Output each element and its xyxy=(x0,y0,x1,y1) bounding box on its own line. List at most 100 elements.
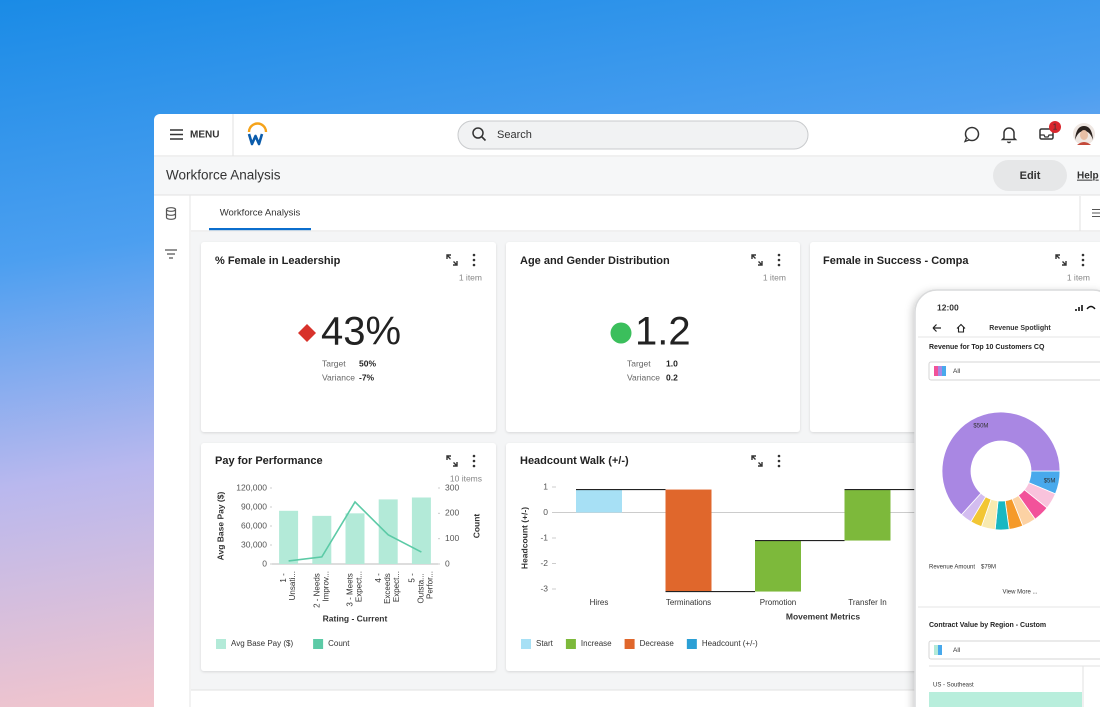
legend-label: Count xyxy=(328,639,350,648)
page-header xyxy=(154,157,1100,195)
legend-label: Increase xyxy=(581,639,612,648)
data-icon[interactable] xyxy=(165,207,177,220)
bar xyxy=(279,510,299,564)
menu-dot xyxy=(777,464,781,468)
expand-icon[interactable] xyxy=(446,455,458,467)
edit-button[interactable]: Edit xyxy=(993,160,1067,191)
edit-label: Edit xyxy=(1020,170,1041,182)
top-bar: MENU Search 1 xyxy=(154,114,1100,157)
y-axis-title: Avg Base Pay ($) xyxy=(215,492,225,561)
expand-icon[interactable] xyxy=(751,455,763,467)
expand-icon[interactable] xyxy=(751,254,763,266)
menu-dot xyxy=(777,263,781,267)
amount-value: $79M xyxy=(981,565,996,571)
variance-value: 0.2 xyxy=(666,372,678,382)
bell-icon[interactable] xyxy=(1000,127,1018,144)
menu-dot xyxy=(472,263,476,267)
x-tick-label: 5 - Outsta... Perfor... xyxy=(408,571,435,603)
legend-swatch xyxy=(565,639,576,649)
wifi-icon xyxy=(1086,305,1096,310)
view-more[interactable]: View More ... xyxy=(1003,590,1038,596)
x-tick-label: 2 - Needs Improv... xyxy=(312,571,330,608)
section-title: Contract Value by Region - Custom xyxy=(929,622,1046,629)
menu-dot xyxy=(472,258,476,262)
back-icon[interactable] xyxy=(932,324,941,332)
target-label: Target xyxy=(627,358,651,368)
filter-dropdown[interactable]: All xyxy=(928,640,1100,660)
chat-icon[interactable] xyxy=(963,126,980,143)
target-label: Target xyxy=(322,358,346,368)
help-link[interactable]: Help xyxy=(1077,171,1099,182)
logo[interactable] xyxy=(247,122,268,146)
y-tick-label: 60,000 xyxy=(241,520,267,530)
amount-label: Revenue Amount xyxy=(929,565,975,571)
clock: 12:00 xyxy=(937,302,959,312)
card-title: Age and Gender Distribution xyxy=(520,255,670,267)
y2-tick-label: 0 xyxy=(445,558,450,568)
search-placeholder: Search xyxy=(497,129,532,141)
tab[interactable]: Workforce Analysis xyxy=(220,208,301,219)
avatar[interactable] xyxy=(1073,123,1095,145)
donut-slice xyxy=(941,411,1061,516)
search-box[interactable]: Search xyxy=(457,120,809,150)
legend-swatch xyxy=(521,639,531,649)
variance-label: Variance xyxy=(322,372,355,382)
bar xyxy=(345,513,365,564)
filter-value: All xyxy=(953,368,961,375)
target-value: 1.0 xyxy=(666,358,678,368)
x-axis-title: Rating - Current xyxy=(323,613,388,623)
y-tick-label: 1 xyxy=(543,481,548,491)
bar xyxy=(411,497,431,564)
legend-label: Avg Base Pay ($) xyxy=(231,639,293,648)
x-tick-label: Transfer In xyxy=(848,598,886,607)
variance-value: -7% xyxy=(359,372,375,382)
charts: 0 30,000 60,000 90,000 120,000 0 100 200 300 Avg … xyxy=(215,481,915,649)
value-label: $50M xyxy=(973,423,988,429)
card xyxy=(506,242,800,432)
bar xyxy=(844,489,891,541)
menu-dot xyxy=(472,454,476,458)
expand-icon[interactable] xyxy=(1055,254,1067,266)
y-tick-label: 0 xyxy=(543,507,548,517)
menu-dot xyxy=(777,459,781,463)
target-value: 50% xyxy=(359,358,376,368)
menu-dot xyxy=(1081,263,1085,267)
filter-value: All xyxy=(953,647,961,654)
menu-label: MENU xyxy=(190,130,219,141)
legend-label: Decrease xyxy=(640,639,675,648)
filter-icon[interactable] xyxy=(165,249,177,259)
y-tick-label: -3 xyxy=(540,583,548,593)
x-axis-title: Movement Metrics xyxy=(786,611,860,621)
item-count: 1 item xyxy=(459,272,482,282)
filter-dropdown[interactable]: All xyxy=(928,361,1100,381)
y-tick-label: -1 xyxy=(540,532,548,542)
bar xyxy=(378,499,398,564)
sidebar xyxy=(165,195,191,707)
menu-dot xyxy=(1081,253,1085,257)
y2-tick-label: 100 xyxy=(445,533,459,543)
legend-label: Headcount (+/-) xyxy=(702,639,758,648)
inbox-icon[interactable]: 1 xyxy=(1039,121,1061,140)
legend-label: Start xyxy=(536,639,554,648)
value-label: $5M xyxy=(1044,478,1056,484)
tab-bar xyxy=(191,196,1100,231)
list-icon[interactable] xyxy=(1092,208,1100,218)
menu-dot xyxy=(1081,258,1085,262)
card-title: Headcount Walk (+/-) xyxy=(520,455,629,467)
expand-icon[interactable] xyxy=(446,254,458,266)
variance-label: Variance xyxy=(627,372,660,382)
phone-title: Revenue Spotlight xyxy=(989,325,1051,332)
card-title: % Female in Leadership xyxy=(215,255,341,267)
menu-dot xyxy=(777,454,781,458)
card-title: Female in Success - Compa xyxy=(823,255,969,267)
menu-button[interactable]: MENU xyxy=(170,129,219,141)
y2-tick-label: 300 xyxy=(445,482,459,492)
home-icon[interactable] xyxy=(956,323,966,333)
section-title: Revenue for Top 10 Customers CQ xyxy=(929,344,1045,351)
item-count: 1 item xyxy=(763,272,786,282)
donut-chart: $5M $50M xyxy=(941,411,1061,531)
item-count: 10 items xyxy=(450,473,482,483)
line xyxy=(288,500,422,562)
